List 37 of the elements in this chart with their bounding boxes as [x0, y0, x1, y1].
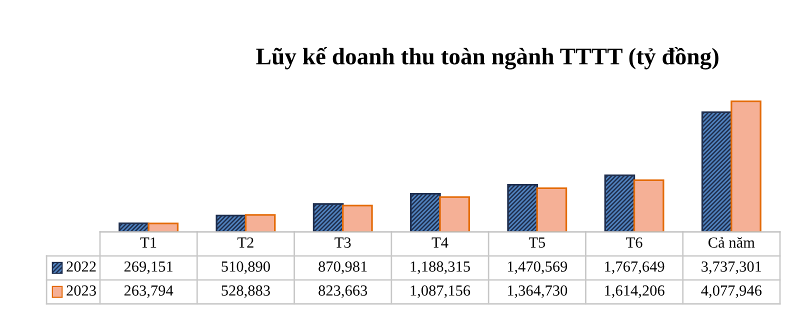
- bar: [730, 100, 762, 232]
- data-label: 823,663: [318, 285, 368, 298]
- data-label: 1,470,569: [508, 261, 568, 274]
- legend-label: 2023: [66, 285, 96, 296]
- bar: [342, 204, 373, 232]
- data-label: 510,890: [222, 261, 270, 274]
- data-label: 1,188,315: [410, 261, 470, 274]
- bar: [244, 214, 276, 232]
- x-tick-label: T6: [626, 237, 642, 248]
- bar: [701, 111, 732, 232]
- bar: [507, 184, 538, 232]
- data-label: 269,151: [124, 261, 172, 274]
- x-tick-label: T5: [528, 238, 546, 248]
- bar: [410, 193, 441, 232]
- data-label: 4,077,946: [701, 285, 762, 298]
- x-tick-label: Cả năm: [708, 237, 755, 248]
- data-label: 1,087,156: [410, 285, 470, 298]
- x-tick-label: T3: [334, 237, 351, 248]
- chart-title: Lũy kế doanh thu toàn ngành TTTT (tỷ đồng): [256, 47, 718, 70]
- bar: [312, 203, 344, 232]
- data-label: 1,767,649: [605, 261, 664, 274]
- bar: [148, 222, 179, 232]
- bar: [439, 196, 470, 232]
- data-label: 870,981: [318, 261, 367, 274]
- bar: [604, 174, 636, 232]
- x-tick-label: T4: [432, 238, 448, 248]
- data-label: 1,364,730: [508, 285, 568, 298]
- data-label: 263,794: [124, 285, 174, 298]
- bar: [536, 187, 568, 232]
- data-label: 528,883: [222, 285, 270, 298]
- data-label: 1,614,206: [605, 285, 664, 298]
- bar: [633, 179, 664, 232]
- bar: [216, 214, 247, 232]
- x-tick-label: T2: [238, 237, 254, 248]
- data-label: 3,737,301: [702, 261, 762, 274]
- legend-label: 2022: [66, 261, 96, 272]
- x-tick-label: T1: [140, 237, 156, 248]
